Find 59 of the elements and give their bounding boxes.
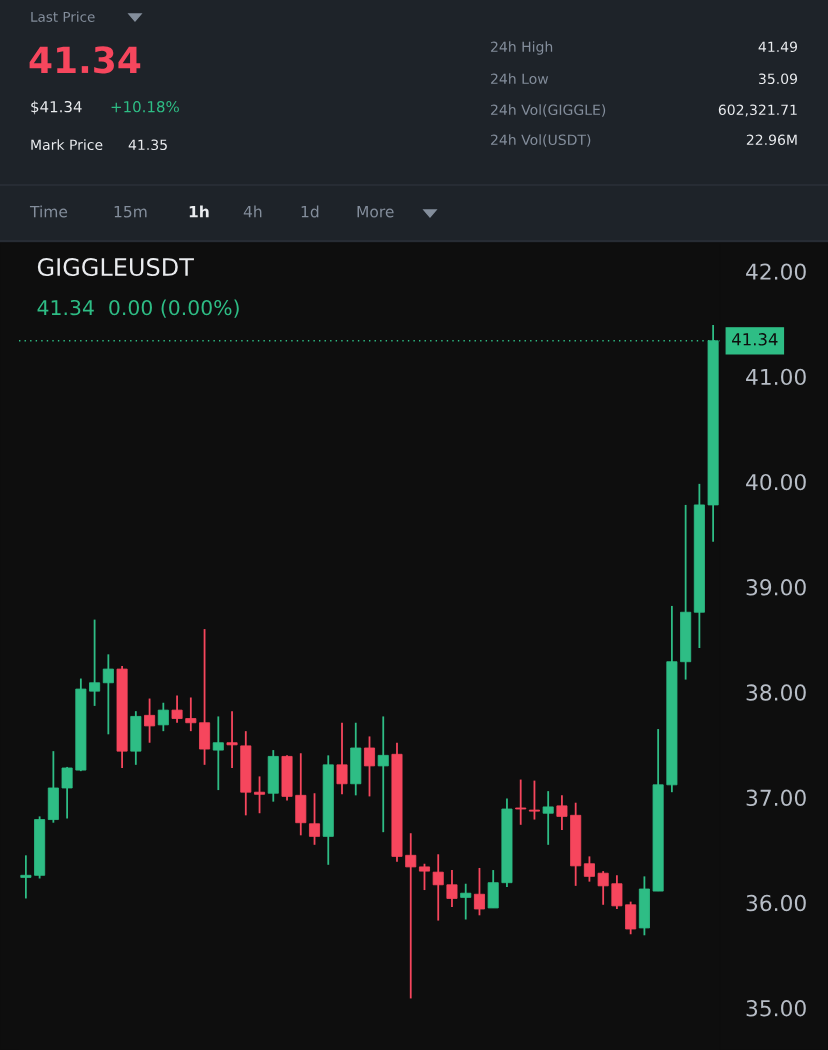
candlestick — [185, 696, 197, 733]
y-tick-label: 37.00 — [746, 789, 806, 807]
candlestick — [377, 715, 389, 834]
text: 24h High — [491, 41, 553, 55]
text: 24h Vol(GIGGLE) — [491, 104, 606, 117]
candlestick — [473, 867, 485, 917]
text: +10.18% — [111, 101, 179, 113]
candlestick — [611, 874, 623, 910]
candlestick — [583, 855, 595, 883]
candlestick — [515, 778, 527, 826]
y-tick-label: 42.00 — [746, 263, 806, 280]
text: Mark Price — [31, 139, 103, 151]
y-tick-label: 35.00 — [746, 1000, 806, 1017]
candlestick — [418, 862, 430, 891]
text: 41.49 — [758, 41, 798, 53]
candlestick — [102, 653, 114, 736]
text: 24h Low — [491, 73, 549, 85]
text: 602,321.71 — [718, 104, 797, 117]
candlestick — [528, 779, 540, 821]
candlestick — [144, 697, 156, 744]
text: 1h — [189, 205, 209, 218]
y-tick-label: 36.00 — [746, 894, 806, 912]
candlestick — [226, 710, 238, 769]
ref-line-label: 41.34 — [732, 333, 778, 346]
y-tick-label: 40.00 — [746, 473, 806, 491]
candlestick — [171, 694, 183, 724]
candlestick — [542, 790, 554, 846]
candlestick — [446, 869, 458, 908]
candlestick — [20, 854, 32, 900]
text: $41.34 — [31, 100, 82, 115]
text: 35.09 — [758, 73, 798, 85]
text: 1d — [301, 205, 319, 218]
y-tick-label: 38.00 — [746, 684, 806, 701]
text: 41.34 — [29, 46, 141, 74]
text: More — [357, 205, 394, 218]
chart-title: GIGGLEUSDT — [37, 257, 194, 277]
text: 15m — [114, 205, 147, 218]
candlestick — [597, 870, 609, 906]
text: Time — [29, 205, 68, 218]
candlestick — [61, 766, 73, 820]
candlestick — [405, 832, 417, 1000]
candlestick — [432, 853, 444, 922]
candlestick — [89, 618, 101, 707]
candlestick — [336, 721, 348, 796]
candlestick — [309, 792, 321, 846]
text: 24h Vol(USDT) — [491, 134, 591, 147]
y-tick-label: 39.00 — [746, 579, 806, 596]
candlestick — [363, 735, 376, 798]
text: 41.34 0.00 (0.00%) — [37, 299, 239, 318]
text: 22.96M — [746, 134, 797, 146]
text: 4h — [243, 205, 262, 218]
y-tick-label: 41.00 — [746, 368, 806, 386]
candlestick — [460, 882, 472, 921]
candlestick — [212, 715, 224, 791]
candlestick — [556, 794, 568, 831]
candlestick — [254, 775, 266, 815]
text: Last Price — [31, 11, 95, 22]
candlestick — [157, 701, 169, 733]
text: 41.35 — [128, 139, 167, 151]
